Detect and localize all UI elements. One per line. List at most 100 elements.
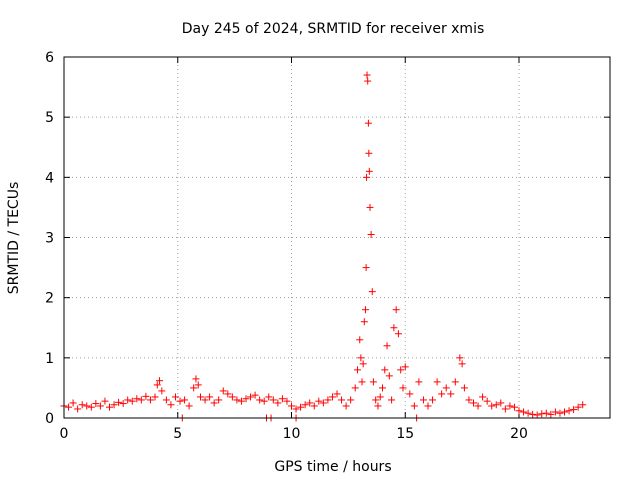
- data-point: [92, 400, 100, 408]
- data-point: [363, 71, 371, 79]
- data-point: [328, 393, 336, 401]
- data-point: [65, 403, 73, 411]
- data-point: [360, 318, 368, 326]
- data-point: [292, 405, 300, 413]
- data-point: [362, 264, 370, 272]
- data-point: [158, 387, 166, 395]
- data-point: [368, 288, 376, 296]
- data-point: [128, 397, 136, 405]
- data-point: [488, 402, 496, 410]
- data-point: [447, 390, 455, 398]
- data-point: [167, 401, 175, 409]
- data-point: [251, 391, 259, 399]
- data-point: [106, 403, 113, 411]
- data-point: [506, 402, 514, 410]
- data-point: [110, 401, 118, 409]
- data-point: [388, 396, 396, 404]
- data-point: [357, 354, 365, 362]
- data-point: [133, 395, 141, 403]
- points-layer: [60, 71, 587, 422]
- data-point: [458, 360, 466, 368]
- data-point: [364, 119, 372, 127]
- data-point: [529, 410, 537, 418]
- data-point: [524, 409, 532, 417]
- data-point: [460, 384, 468, 392]
- data-point: [283, 397, 291, 405]
- data-point: [310, 402, 318, 410]
- data-point: [83, 402, 91, 410]
- data-point: [224, 390, 232, 398]
- data-point: [574, 403, 582, 411]
- data-point: [201, 396, 209, 404]
- data-point: [185, 402, 193, 410]
- data-point: [470, 399, 477, 407]
- x-tick-label: 10: [283, 426, 301, 442]
- data-point: [353, 366, 361, 374]
- data-point: [383, 342, 391, 350]
- plot-frame: [63, 56, 611, 419]
- data-point: [442, 384, 450, 392]
- data-point: [379, 384, 386, 392]
- grid-layer: [64, 57, 610, 418]
- data-point: [415, 378, 423, 386]
- data-point: [333, 390, 341, 398]
- data-point: [324, 396, 332, 404]
- data-point: [247, 393, 255, 401]
- data-point: [181, 396, 189, 404]
- data-point: [365, 167, 373, 175]
- chart-title: Day 245 of 2024, SRMTID for receiver xmi…: [182, 21, 485, 37]
- data-point: [124, 396, 132, 404]
- data-point: [372, 396, 380, 404]
- data-point: [570, 406, 578, 414]
- data-point: [542, 409, 550, 417]
- data-point: [424, 402, 432, 410]
- data-point: [361, 306, 369, 314]
- data-point: [171, 393, 179, 401]
- data-point: [376, 393, 384, 401]
- data-point: [237, 397, 245, 405]
- data-point: [359, 360, 367, 368]
- data-point: [119, 400, 127, 408]
- data-point: [206, 393, 214, 401]
- data-point: [146, 396, 154, 404]
- data-point: [192, 375, 200, 383]
- data-point: [194, 381, 202, 389]
- y-tick-label: 5: [45, 110, 54, 126]
- data-point: [278, 395, 286, 403]
- data-point: [533, 411, 541, 419]
- data-point: [297, 403, 305, 411]
- data-point: [301, 401, 309, 409]
- data-point: [151, 393, 159, 401]
- data-point: [556, 409, 564, 417]
- data-point: [392, 306, 400, 314]
- x-tick-label: 20: [510, 426, 528, 442]
- data-point: [394, 330, 402, 338]
- data-point: [456, 354, 464, 362]
- data-point: [74, 405, 82, 413]
- data-point: [265, 393, 273, 401]
- data-point: [210, 399, 218, 407]
- y-tick-label: 1: [45, 351, 54, 367]
- x-tick-label: 15: [396, 426, 414, 442]
- y-tick-label: 2: [45, 291, 54, 307]
- data-point: [101, 397, 109, 405]
- data-point: [219, 387, 227, 395]
- data-point: [410, 402, 418, 410]
- data-point: [369, 378, 377, 386]
- data-point: [547, 410, 555, 418]
- x-tick-label: 5: [173, 426, 182, 442]
- data-point: [515, 407, 523, 415]
- data-point: [385, 372, 393, 380]
- data-point: [401, 363, 409, 371]
- data-point: [419, 396, 427, 404]
- data-point: [465, 396, 473, 404]
- x-axis-label: GPS time / hours: [274, 459, 391, 475]
- data-point: [366, 203, 374, 211]
- data-point: [358, 378, 366, 386]
- data-point: [176, 397, 184, 405]
- data-point: [390, 324, 398, 332]
- data-point: [483, 397, 491, 405]
- data-point: [367, 230, 375, 238]
